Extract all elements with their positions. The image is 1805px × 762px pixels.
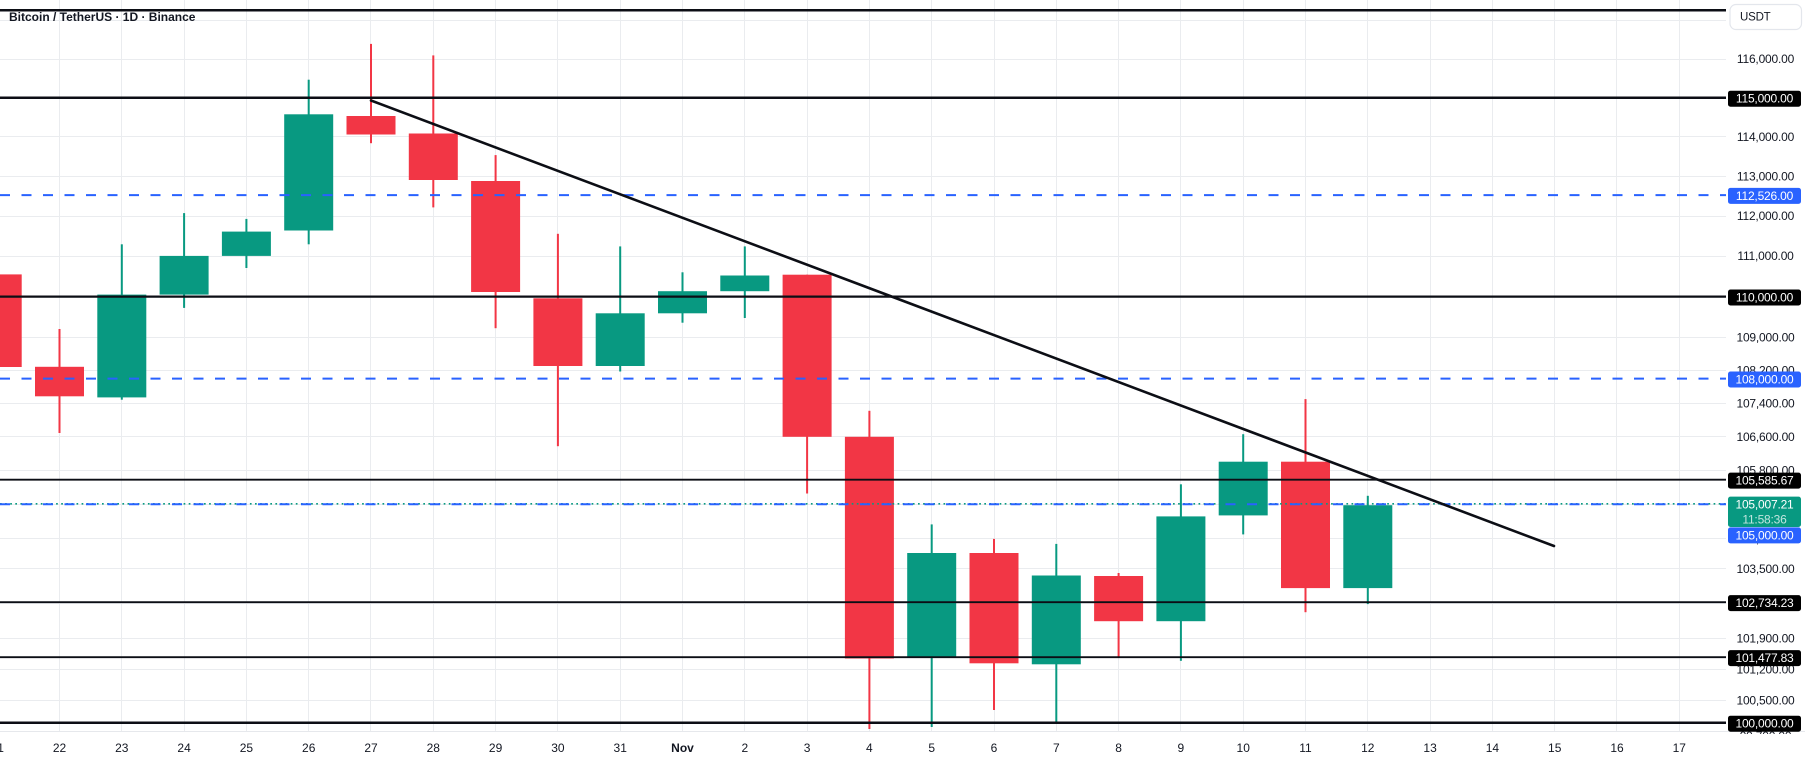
- svg-text:26: 26: [302, 741, 316, 755]
- svg-text:103,500.00: 103,500.00: [1736, 562, 1795, 576]
- svg-text:27: 27: [364, 741, 378, 755]
- svg-text:114,000.00: 114,000.00: [1737, 130, 1795, 144]
- svg-text:107,400.00: 107,400.00: [1736, 397, 1795, 411]
- svg-text:15: 15: [1548, 741, 1562, 755]
- svg-text:23: 23: [115, 741, 129, 755]
- svg-text:115,000.00: 115,000.00: [1736, 92, 1794, 106]
- svg-text:24: 24: [177, 741, 191, 755]
- svg-text:USDT: USDT: [1740, 11, 1771, 23]
- svg-text:3: 3: [804, 741, 811, 755]
- svg-text:4: 4: [866, 741, 873, 755]
- svg-text:12: 12: [1361, 741, 1375, 755]
- svg-text:106,600.00: 106,600.00: [1736, 430, 1795, 444]
- svg-text:101,900.00: 101,900.00: [1736, 632, 1795, 646]
- svg-text:30: 30: [551, 741, 565, 755]
- svg-text:11: 11: [1299, 741, 1312, 755]
- svg-text:113,000.00: 113,000.00: [1737, 169, 1795, 183]
- svg-text:110,000.00: 110,000.00: [1736, 291, 1794, 305]
- svg-text:16: 16: [1610, 741, 1624, 755]
- svg-text:14: 14: [1486, 741, 1500, 755]
- svg-text:22: 22: [53, 741, 67, 755]
- svg-text:112,526.00: 112,526.00: [1736, 189, 1794, 203]
- svg-text:7: 7: [1053, 741, 1060, 755]
- svg-text:100,000.00: 100,000.00: [1735, 717, 1794, 731]
- svg-text:29: 29: [489, 741, 503, 755]
- svg-text:17: 17: [1673, 741, 1687, 755]
- svg-text:101,477.83: 101,477.83: [1735, 651, 1794, 665]
- svg-text:116,000.00: 116,000.00: [1737, 52, 1795, 66]
- svg-text:105,585.67: 105,585.67: [1735, 474, 1794, 488]
- svg-text:100,500.00: 100,500.00: [1736, 694, 1795, 708]
- svg-text:25: 25: [240, 741, 254, 755]
- svg-text:13: 13: [1423, 741, 1437, 755]
- svg-text:21: 21: [0, 741, 4, 755]
- svg-text:105,000.00: 105,000.00: [1735, 528, 1794, 542]
- svg-text:11:58:36: 11:58:36: [1742, 512, 1787, 526]
- svg-text:111,000.00: 111,000.00: [1737, 249, 1794, 263]
- svg-text:Nov: Nov: [671, 741, 694, 755]
- svg-text:9: 9: [1178, 741, 1185, 755]
- svg-text:105,007.21: 105,007.21: [1735, 497, 1794, 511]
- svg-text:108,000.00: 108,000.00: [1735, 373, 1794, 387]
- svg-text:28: 28: [427, 741, 441, 755]
- svg-text:102,734.23: 102,734.23: [1735, 596, 1794, 610]
- svg-text:5: 5: [928, 741, 935, 755]
- svg-text:Bitcoin / TetherUS · 1D · Bina: Bitcoin / TetherUS · 1D · Binance: [9, 10, 196, 24]
- svg-text:6: 6: [991, 741, 998, 755]
- svg-text:109,000.00: 109,000.00: [1736, 330, 1795, 344]
- svg-text:2: 2: [741, 741, 748, 755]
- svg-text:8: 8: [1115, 741, 1122, 755]
- svg-text:10: 10: [1237, 741, 1251, 755]
- svg-text:112,000.00: 112,000.00: [1737, 209, 1795, 223]
- svg-text:31: 31: [614, 741, 628, 755]
